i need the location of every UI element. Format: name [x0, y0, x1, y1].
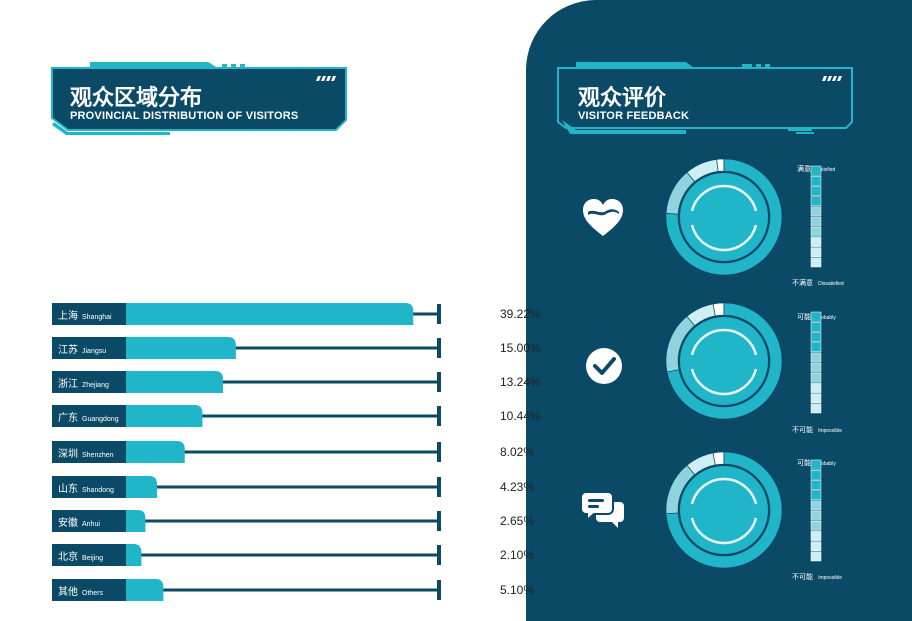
bar-label: 北京 Beijing: [52, 544, 126, 566]
feedback-header: 观众评价 VISITOR FEEDBACK: [556, 60, 856, 136]
bar-label: 山东 Shandong: [52, 476, 126, 498]
bar-end-cap: [437, 304, 441, 324]
bar-end-cap: [437, 338, 441, 358]
header-frame: [51, 62, 347, 135]
gauge-question-cn-line: 本展览的可能性是: [693, 506, 753, 515]
check-circle-icon: [586, 348, 622, 384]
bar-end-cap: [437, 442, 441, 462]
bar-value-label: 4.23%: [500, 480, 535, 494]
region-name-cn: 山东: [58, 484, 78, 495]
bar-value-label: 2.10%: [500, 548, 535, 562]
gauge-question-cn: 对本展览的满意度是: [689, 211, 757, 220]
bar: [126, 510, 146, 532]
scale-top-label: 可能 Probably: [797, 459, 836, 467]
bar-end-cap: [437, 372, 441, 392]
bar: [126, 303, 414, 325]
bar-label: 深圳 Shenzhen: [52, 441, 126, 463]
bar: [126, 579, 164, 601]
bar-value-label: 2.65%: [500, 514, 535, 528]
region-name-en: Shenzhen: [82, 452, 114, 459]
bar-value-label: 5.10%: [500, 583, 535, 597]
scale-bottom-label: 不可能 Impossible: [792, 573, 842, 581]
region-name-cn: 安徽: [58, 518, 78, 529]
gauge-question-en-line: Possibility of joining: [701, 370, 745, 376]
feedback-subtitle: VISITOR FEEDBACK: [578, 110, 690, 122]
bar-end-cap: [437, 580, 441, 600]
scale-top-label: 可能 Probably: [797, 313, 836, 321]
distribution-header: 观众区域分布 PROVINCIAL DISTRIBUTION OF VISITO…: [50, 60, 350, 136]
gauge-text-recommend: 向朋友或同事推荐 本展览的可能性是 Possibility of recomme…: [666, 496, 780, 530]
region-name-en: Shanghai: [82, 314, 112, 321]
region-name-en: Zhejiang: [82, 382, 109, 389]
bar-value-label: 8.02%: [500, 445, 535, 459]
bar-label: 安徽 Anhui: [52, 510, 126, 532]
region-name-en: Beijing: [82, 555, 104, 562]
bar: [126, 371, 223, 393]
bar-end-cap: [437, 545, 441, 565]
region-name-en: Anhui: [82, 521, 100, 528]
distribution-subtitle: PROVINCIAL DISTRIBUTION OF VISITORS: [70, 110, 299, 122]
region-name-en: Guangdong: [82, 416, 119, 423]
region-name-cn: 北京: [58, 552, 78, 563]
gauge-question-en-line: exhibition to friends or colleagues: [685, 523, 761, 529]
bar: [126, 476, 157, 498]
bar-value-label: 13.24%: [500, 375, 541, 389]
bar-end-cap: [437, 511, 441, 531]
chat-bubbles-icon: [580, 491, 624, 528]
region-name-cn: 其他: [58, 587, 78, 598]
gauge-question-cn-line: 本展览的可能性是: [693, 360, 753, 369]
bar-value-label: 39.22%: [500, 307, 541, 321]
region-name-en: Others: [82, 590, 104, 597]
header-frame: [557, 62, 853, 134]
region-name-cn: 上海: [58, 311, 78, 322]
region-name-cn: 深圳: [58, 449, 78, 460]
bar-label: 广东 Guangdong: [52, 405, 126, 427]
region-name-cn: 广东: [58, 413, 78, 424]
bar-value-label: 10.44%: [500, 409, 541, 423]
region-name-cn: 江苏: [58, 345, 78, 356]
gauge-question-en-line: Possibility of recommending the: [687, 516, 759, 522]
scale-top-label: 满意 Satisfied: [797, 165, 836, 173]
gauge-question-cn-line: 向朋友或同事推荐: [693, 496, 753, 505]
bar-end-cap: [437, 477, 441, 497]
bar: [126, 337, 236, 359]
scale-bottom-label: 不可能 Impossible: [792, 426, 842, 434]
bar: [126, 405, 203, 427]
region-name-cn: 浙江: [58, 379, 78, 390]
feedback-title: 观众评价: [578, 86, 667, 111]
heart-icon: [583, 199, 623, 236]
distribution-title: 观众区域分布: [70, 86, 203, 111]
bar-label: 其他 Others: [52, 579, 126, 601]
region-name-en: Jiangsu: [82, 348, 107, 355]
gauge-question-cn-line: 将来再次参加: [700, 350, 746, 359]
region-name-en: Shandong: [82, 487, 114, 494]
gauge-question-en-line: the exhibition again: [701, 377, 745, 383]
gauge-text-rejoin: 将来再次参加 本展览的可能性是 Possibility of joining t…: [670, 350, 776, 384]
bar-label: 江苏 Jiangsu: [52, 337, 126, 359]
bar-end-cap: [437, 406, 441, 426]
scale-bottom-label: 不满意 Dissatisfied: [792, 279, 844, 287]
bar-value-label: 15.00%: [500, 341, 541, 355]
bar-label: 上海 Shanghai: [52, 303, 126, 325]
gauge-question-en: Satisfaction with the exhibition: [689, 221, 757, 227]
gauge-text-satisfaction: 对本展览的满意度是 Satisfaction with the exhibiti…: [670, 211, 776, 228]
bar: [126, 441, 185, 463]
bar-label: 浙江 Zhejiang: [52, 371, 126, 393]
bar: [126, 544, 142, 566]
